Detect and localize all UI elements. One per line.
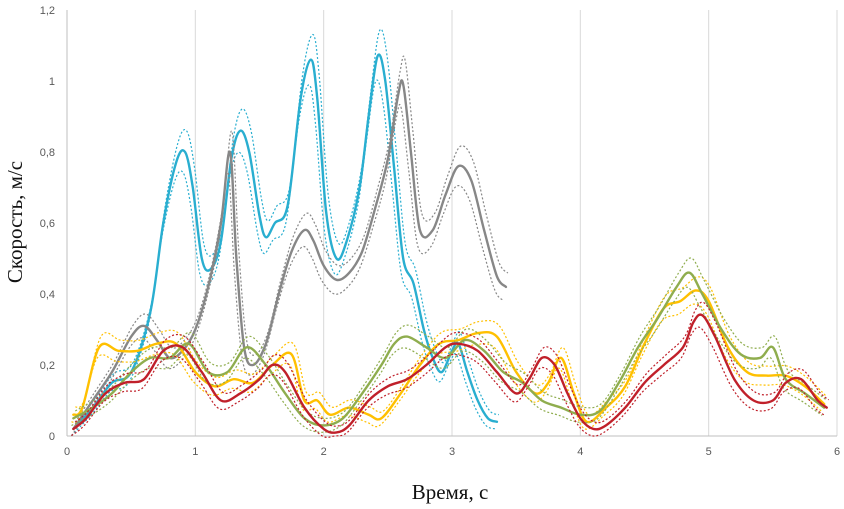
x-tick-label: 5 — [706, 446, 712, 458]
y-tick-label: 1 — [49, 76, 55, 88]
y-tick-label: 0,8 — [40, 147, 55, 159]
series-3 — [71, 276, 827, 430]
tick-labels: 0 1 2 3 4 5 6 0 0,2 0,4 0,6 0,8 1 1,2 — [40, 5, 840, 458]
series-band-line — [74, 55, 509, 423]
series-lines — [71, 28, 830, 439]
x-tick-label: 1 — [192, 446, 198, 458]
y-tick-label: 0,4 — [40, 289, 55, 301]
y-tick-label: 1,2 — [40, 5, 55, 17]
y-axis-title: Скорость, м/с — [3, 161, 27, 283]
series-band-line — [71, 326, 826, 439]
x-tick-label: 2 — [321, 446, 327, 458]
series-band-line — [71, 79, 496, 437]
series-band-line — [74, 257, 827, 420]
series-band-line — [74, 301, 830, 427]
series-band-line — [71, 104, 505, 436]
series-line — [72, 313, 828, 434]
y-tick-label: 0,6 — [40, 218, 55, 230]
series-line — [72, 289, 826, 424]
x-tick-label: 6 — [834, 446, 840, 458]
series-5 — [71, 301, 830, 439]
series-1 — [71, 28, 500, 437]
x-tick-label: 4 — [577, 446, 583, 458]
axes — [66, 10, 837, 437]
y-tick-label: 0,2 — [40, 360, 55, 372]
series-band-line — [71, 286, 823, 433]
x-axis-title: Время, с — [412, 480, 489, 504]
grid-lines — [194, 10, 838, 436]
x-tick-label: 3 — [449, 446, 455, 458]
x-tick-label: 0 — [64, 446, 70, 458]
series-line — [72, 79, 508, 431]
series-band-line — [74, 276, 827, 416]
series-line — [72, 271, 826, 427]
y-tick-label: 0 — [49, 431, 55, 443]
series-band-line — [74, 28, 500, 423]
series-band-line — [71, 303, 823, 430]
series-4 — [71, 257, 827, 433]
